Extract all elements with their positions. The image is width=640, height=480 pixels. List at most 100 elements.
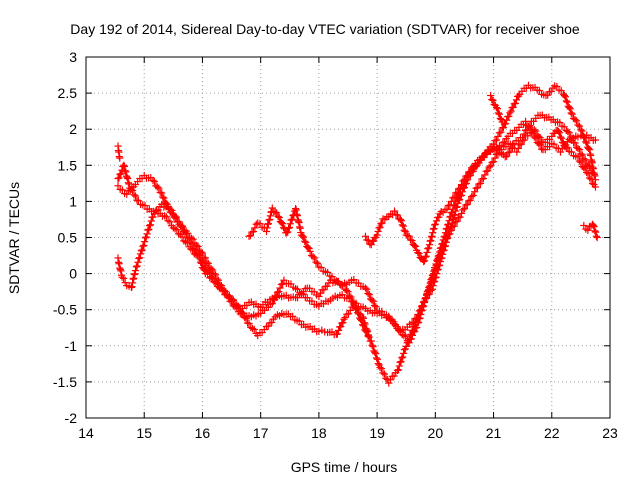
data-point bbox=[315, 327, 323, 335]
y-tick-label: 2 bbox=[69, 121, 77, 137]
data-point bbox=[263, 224, 271, 232]
y-tick-label: 3 bbox=[69, 49, 77, 65]
y-tick-label: 1 bbox=[69, 193, 77, 209]
data-point bbox=[286, 220, 294, 228]
data-point bbox=[444, 202, 453, 210]
data-point bbox=[299, 290, 307, 298]
data-point bbox=[239, 309, 247, 317]
data-point bbox=[516, 141, 524, 149]
data-point bbox=[450, 211, 458, 219]
data-point bbox=[377, 365, 386, 373]
data-point bbox=[562, 97, 570, 105]
data-point bbox=[124, 174, 132, 183]
data-point bbox=[550, 140, 558, 148]
data-point bbox=[120, 274, 128, 283]
data-point bbox=[144, 226, 152, 234]
data-point bbox=[492, 103, 501, 112]
data-point bbox=[400, 226, 408, 234]
data-point bbox=[114, 174, 122, 183]
data-point bbox=[287, 216, 295, 224]
data-point bbox=[465, 197, 473, 205]
data-point bbox=[173, 226, 181, 234]
data-point bbox=[413, 315, 421, 323]
data-point bbox=[403, 339, 411, 347]
data-point bbox=[364, 289, 372, 298]
y-axis-label: SDTVAR / TECUs bbox=[6, 182, 22, 294]
data-point bbox=[245, 232, 253, 240]
data-point bbox=[337, 322, 345, 331]
data-point bbox=[399, 222, 407, 230]
data-point bbox=[494, 132, 502, 141]
data-point bbox=[339, 319, 347, 327]
data-point bbox=[175, 218, 183, 226]
data-point bbox=[361, 232, 370, 240]
data-point bbox=[438, 254, 446, 262]
data-point bbox=[191, 245, 199, 254]
data-point bbox=[535, 87, 544, 95]
data-point bbox=[370, 301, 379, 310]
data-point bbox=[472, 184, 480, 192]
data-point bbox=[390, 207, 399, 215]
data-point bbox=[162, 213, 170, 221]
data-point bbox=[462, 201, 470, 209]
data-point bbox=[203, 258, 211, 266]
data-point bbox=[334, 277, 343, 286]
data-point bbox=[121, 167, 129, 175]
data-point bbox=[342, 286, 351, 295]
data-point bbox=[393, 366, 402, 375]
data-point bbox=[481, 171, 489, 179]
x-tick-label: 22 bbox=[544, 425, 560, 441]
data-point bbox=[517, 140, 525, 148]
data-point bbox=[445, 230, 453, 238]
data-point bbox=[201, 262, 209, 270]
data-point bbox=[400, 349, 408, 357]
data-point bbox=[344, 288, 352, 296]
data-point bbox=[431, 221, 439, 229]
data-point bbox=[270, 296, 278, 304]
data-point bbox=[182, 230, 191, 238]
data-point bbox=[487, 91, 495, 100]
data-point bbox=[266, 212, 274, 220]
data-point bbox=[271, 208, 279, 216]
data-point bbox=[457, 180, 466, 189]
data-point bbox=[519, 134, 527, 142]
data-point bbox=[391, 320, 400, 329]
data-point bbox=[251, 224, 259, 232]
data-point bbox=[334, 326, 343, 335]
data-point bbox=[489, 158, 498, 166]
data-point bbox=[131, 266, 140, 275]
data-point bbox=[375, 224, 383, 232]
data-point bbox=[435, 213, 443, 221]
data-point bbox=[466, 167, 474, 175]
data-point bbox=[278, 220, 287, 228]
data-point bbox=[295, 317, 303, 325]
data-point bbox=[305, 244, 313, 253]
y-tick-label: 0 bbox=[69, 266, 77, 282]
data-point bbox=[275, 213, 283, 222]
data-point bbox=[289, 312, 297, 320]
y-tick-label: -2 bbox=[65, 410, 78, 426]
data-point bbox=[369, 297, 377, 305]
data-point bbox=[482, 167, 490, 175]
data-point bbox=[560, 91, 568, 100]
data-point bbox=[268, 300, 276, 308]
data-point bbox=[146, 221, 155, 229]
data-point bbox=[450, 193, 458, 201]
data-point bbox=[188, 240, 196, 248]
data-point bbox=[125, 180, 133, 188]
data-point bbox=[301, 237, 309, 245]
data-point bbox=[439, 250, 447, 258]
data-point bbox=[166, 218, 174, 226]
data-point bbox=[431, 274, 439, 282]
data-point bbox=[575, 122, 584, 130]
data-point bbox=[469, 191, 477, 199]
data-point bbox=[414, 248, 422, 257]
data-point bbox=[365, 291, 373, 299]
data-point bbox=[433, 270, 441, 278]
data-point bbox=[429, 225, 437, 233]
data-point bbox=[591, 136, 600, 144]
data-point bbox=[468, 192, 476, 201]
data-point bbox=[420, 257, 429, 265]
data-point bbox=[185, 235, 193, 243]
data-point bbox=[555, 129, 564, 137]
